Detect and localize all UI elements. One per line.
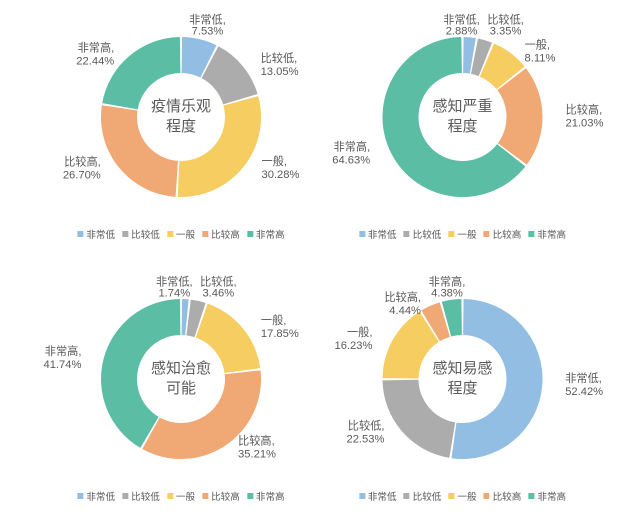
svg-text:比较高,: 比较高, xyxy=(566,102,603,116)
svg-text:非常高,: 非常高, xyxy=(78,41,115,55)
svg-text:非常高,: 非常高, xyxy=(429,275,466,289)
svg-text:7.53%: 7.53% xyxy=(192,26,224,38)
svg-text:16.23%: 16.23% xyxy=(334,340,372,352)
svg-text:比较高,: 比较高, xyxy=(64,154,101,168)
svg-text:21.03%: 21.03% xyxy=(566,117,604,129)
svg-text:非常低,: 非常低, xyxy=(443,14,480,27)
svg-text:35.21%: 35.21% xyxy=(238,448,276,460)
svg-text:30.28%: 30.28% xyxy=(262,169,300,181)
svg-text:1.74%: 1.74% xyxy=(158,288,190,300)
svg-text:26.70%: 26.70% xyxy=(63,169,101,181)
svg-text:一般,: 一般, xyxy=(262,154,287,168)
svg-text:41.74%: 41.74% xyxy=(43,359,81,371)
svg-text:比较低,: 比较低, xyxy=(487,13,524,27)
svg-text:非常低,: 非常低, xyxy=(189,14,226,27)
svg-text:比较高,: 比较高, xyxy=(238,433,275,447)
svg-text:17.85%: 17.85% xyxy=(261,328,299,340)
svg-text:一般,: 一般, xyxy=(347,325,372,339)
svg-text:64.63%: 64.63% xyxy=(332,154,370,166)
svg-text:一般,: 一般, xyxy=(261,313,286,327)
svg-text:2.88%: 2.88% xyxy=(446,26,478,38)
svg-text:非常高,: 非常高, xyxy=(334,139,371,153)
svg-text:8.11%: 8.11% xyxy=(525,53,556,65)
svg-text:3.46%: 3.46% xyxy=(202,288,234,300)
svg-text:52.42%: 52.42% xyxy=(565,386,603,398)
svg-text:非常低,: 非常低, xyxy=(565,372,602,385)
svg-text:非常高,: 非常高, xyxy=(45,344,82,358)
svg-text:3.35%: 3.35% xyxy=(490,26,522,38)
svg-text:比较高,: 比较高, xyxy=(384,290,421,304)
svg-text:22.53%: 22.53% xyxy=(346,434,384,446)
svg-text:4.44%: 4.44% xyxy=(389,305,421,317)
svg-text:一般,: 一般, xyxy=(525,38,550,52)
svg-text:4.38%: 4.38% xyxy=(431,288,463,300)
svg-text:比较低,: 比较低, xyxy=(348,419,385,433)
svg-text:22.44%: 22.44% xyxy=(76,56,114,68)
svg-text:13.05%: 13.05% xyxy=(261,66,299,78)
svg-text:比较低,: 比较低, xyxy=(200,275,237,289)
svg-text:非常低,: 非常低, xyxy=(156,276,193,289)
svg-text:比较低,: 比较低, xyxy=(261,51,298,65)
